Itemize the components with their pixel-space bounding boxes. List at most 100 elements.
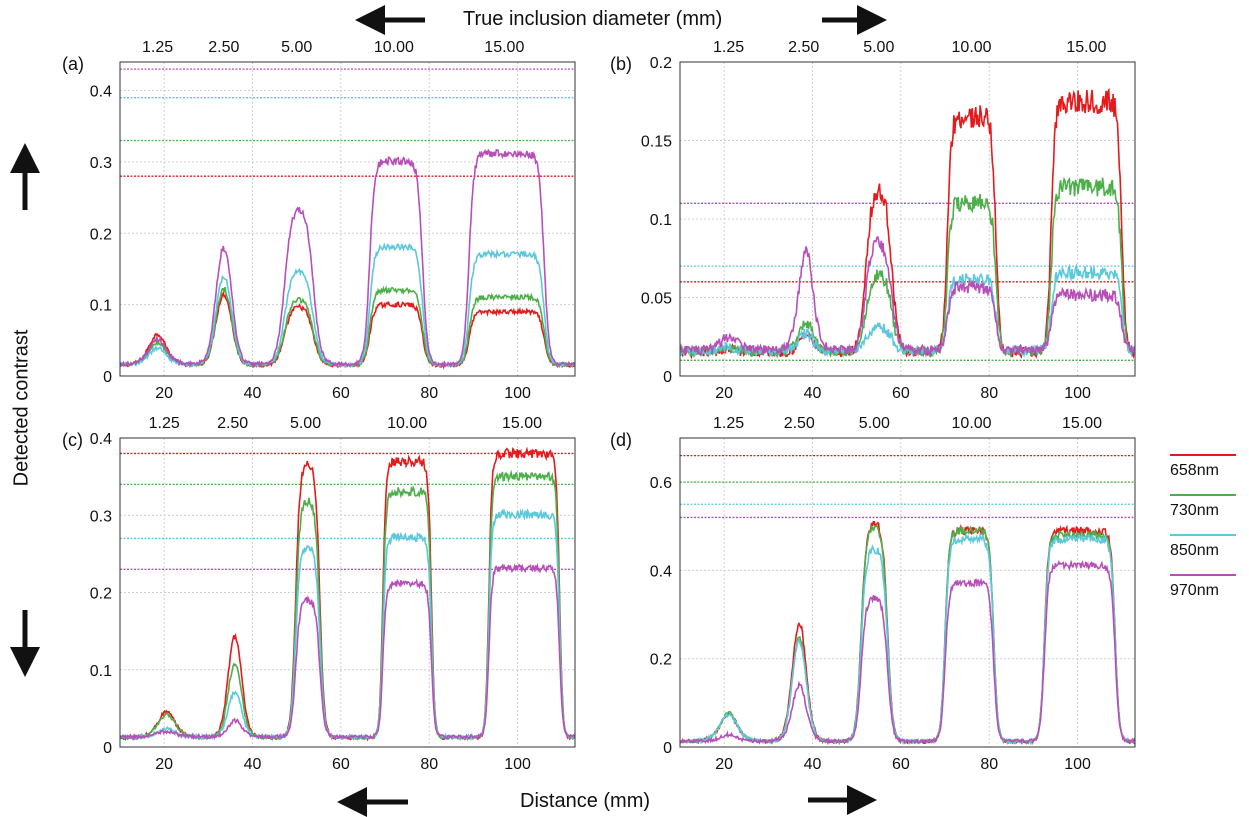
panel-label: (c)	[62, 430, 83, 450]
x-tick-label: 80	[980, 756, 998, 773]
y-tick-label: 0.2	[650, 55, 672, 72]
series-line-730nm	[120, 469, 575, 742]
diameter-label: 5.00	[281, 39, 312, 56]
legend-swatch-730nm	[1170, 494, 1236, 496]
diameter-label: 15.00	[502, 415, 542, 432]
x-tick-label: 100	[1064, 385, 1091, 402]
legend-swatch-970nm	[1170, 574, 1236, 576]
x-tick-label: 80	[980, 385, 998, 402]
diameter-label: 15.00	[484, 39, 524, 56]
series-line-850nm	[120, 242, 575, 369]
series-line-970nm	[680, 235, 1135, 357]
y-tick-label: 0.6	[650, 475, 672, 492]
diameter-label: 1.25	[713, 39, 744, 56]
y-tick-label: 0	[103, 369, 112, 386]
x-tick-label: 60	[892, 756, 910, 773]
x-tick-label: 100	[504, 756, 531, 773]
diameter-label: 2.50	[208, 39, 239, 56]
y-tick-label: 0.4	[90, 431, 112, 448]
y-tick-label: 0	[103, 740, 112, 757]
legend-label: 730nm	[1170, 502, 1219, 519]
x-tick-label: 80	[420, 385, 438, 402]
y-tick-label: 0	[663, 740, 672, 757]
diameter-label: 1.25	[713, 415, 744, 432]
y-tick-label: 0.2	[650, 652, 672, 669]
diameter-label: 10.00	[952, 39, 992, 56]
series-line-850nm	[680, 532, 1135, 746]
x-tick-label: 60	[892, 385, 910, 402]
diameter-label: 2.50	[217, 415, 248, 432]
diameter-label: 10.00	[952, 415, 992, 432]
x-tick-label: 20	[155, 385, 173, 402]
legend-label: 970nm	[1170, 582, 1219, 599]
y-tick-label: 0.1	[90, 663, 112, 680]
diameter-label: 5.00	[290, 415, 321, 432]
x-tick-label: 20	[715, 756, 733, 773]
x-tick-label: 40	[804, 385, 822, 402]
legend-label: 850nm	[1170, 542, 1219, 559]
y-tick-label: 0.1	[650, 212, 672, 229]
diameter-label: 5.00	[859, 415, 890, 432]
x-tick-label: 40	[244, 756, 262, 773]
series-line-970nm	[120, 562, 575, 741]
chart-panel: 20 40 60 80 100 0 0.2 0.4 0.6 1.25 2.50 5.00 10.00 15…	[610, 415, 1136, 773]
legend-label: 658nm	[1170, 462, 1219, 479]
diameter-label: 2.50	[784, 415, 815, 432]
panel-label: (a)	[62, 54, 84, 74]
legend-swatch-658nm	[1170, 454, 1236, 456]
y-tick-label: 0.15	[641, 134, 672, 151]
plot-frame	[119, 437, 576, 748]
diameter-label: 10.00	[374, 39, 414, 56]
panel-label: (d)	[610, 430, 632, 450]
series-line-658nm	[120, 446, 575, 742]
series-line-730nm	[680, 176, 1135, 359]
series-line-730nm	[680, 524, 1135, 746]
diameter-label: 1.25	[142, 39, 173, 56]
series-line-730nm	[120, 285, 575, 369]
direction-arrows	[9, 5, 887, 817]
x-tick-label: 60	[332, 756, 350, 773]
x-tick-label: 80	[420, 756, 438, 773]
series-line-658nm	[680, 87, 1135, 360]
diameter-label: 15.00	[1066, 39, 1106, 56]
top-axis-title: True inclusion diameter (mm)	[463, 8, 723, 30]
y-tick-label: 0.1	[90, 298, 112, 315]
plot-frame	[679, 437, 1136, 748]
bottom-axis-title: Distance (mm)	[520, 790, 651, 812]
x-tick-label: 20	[155, 756, 173, 773]
series-line-850nm	[680, 262, 1135, 359]
y-tick-label: 0.05	[641, 291, 672, 308]
x-tick-label: 100	[504, 385, 531, 402]
plot-frame	[119, 61, 576, 377]
y-tick-label: 0.4	[650, 563, 672, 580]
series-line-658nm	[680, 520, 1135, 746]
series-line-970nm	[120, 148, 575, 368]
series-line-970nm	[680, 559, 1135, 746]
x-tick-label: 40	[244, 385, 262, 402]
legend-item: 970nm	[1170, 574, 1236, 600]
x-tick-label: 100	[1064, 756, 1091, 773]
y-tick-label: 0	[663, 369, 672, 386]
y-tick-label: 0.2	[90, 586, 112, 603]
legend-item: 850nm	[1170, 534, 1236, 560]
series-line-658nm	[120, 290, 575, 371]
x-tick-label: 20	[715, 385, 733, 402]
y-tick-label: 0.4	[90, 84, 112, 101]
plot-frame	[679, 61, 1136, 377]
x-tick-label: 60	[332, 385, 350, 402]
diameter-label: 15.00	[1062, 415, 1102, 432]
diameter-label: 2.50	[788, 39, 819, 56]
legend-item: 658nm	[1170, 454, 1236, 480]
series-line-850nm	[120, 508, 575, 742]
chart-panel: 20 40 60 80 100 0 0.1 0.2 0.3 0.4 1.25 2.50 5.00 10.0…	[62, 415, 576, 773]
chart-panel: 20 40 60 80 100 0 0.1 0.2 0.3 0.4 1.25 2.50 5.00 10.0…	[62, 39, 576, 402]
x-tick-label: 40	[804, 756, 822, 773]
chart-panel: 20 40 60 80 100 0 0.05 0.1 0.15 0.2 1.25 2.50 5.00 10…	[610, 39, 1136, 402]
diameter-label: 5.00	[863, 39, 894, 56]
legend-swatch-850nm	[1170, 534, 1236, 536]
legend-item: 730nm	[1170, 494, 1236, 520]
y-tick-label: 0.3	[90, 155, 112, 172]
diameter-label: 1.25	[149, 415, 180, 432]
